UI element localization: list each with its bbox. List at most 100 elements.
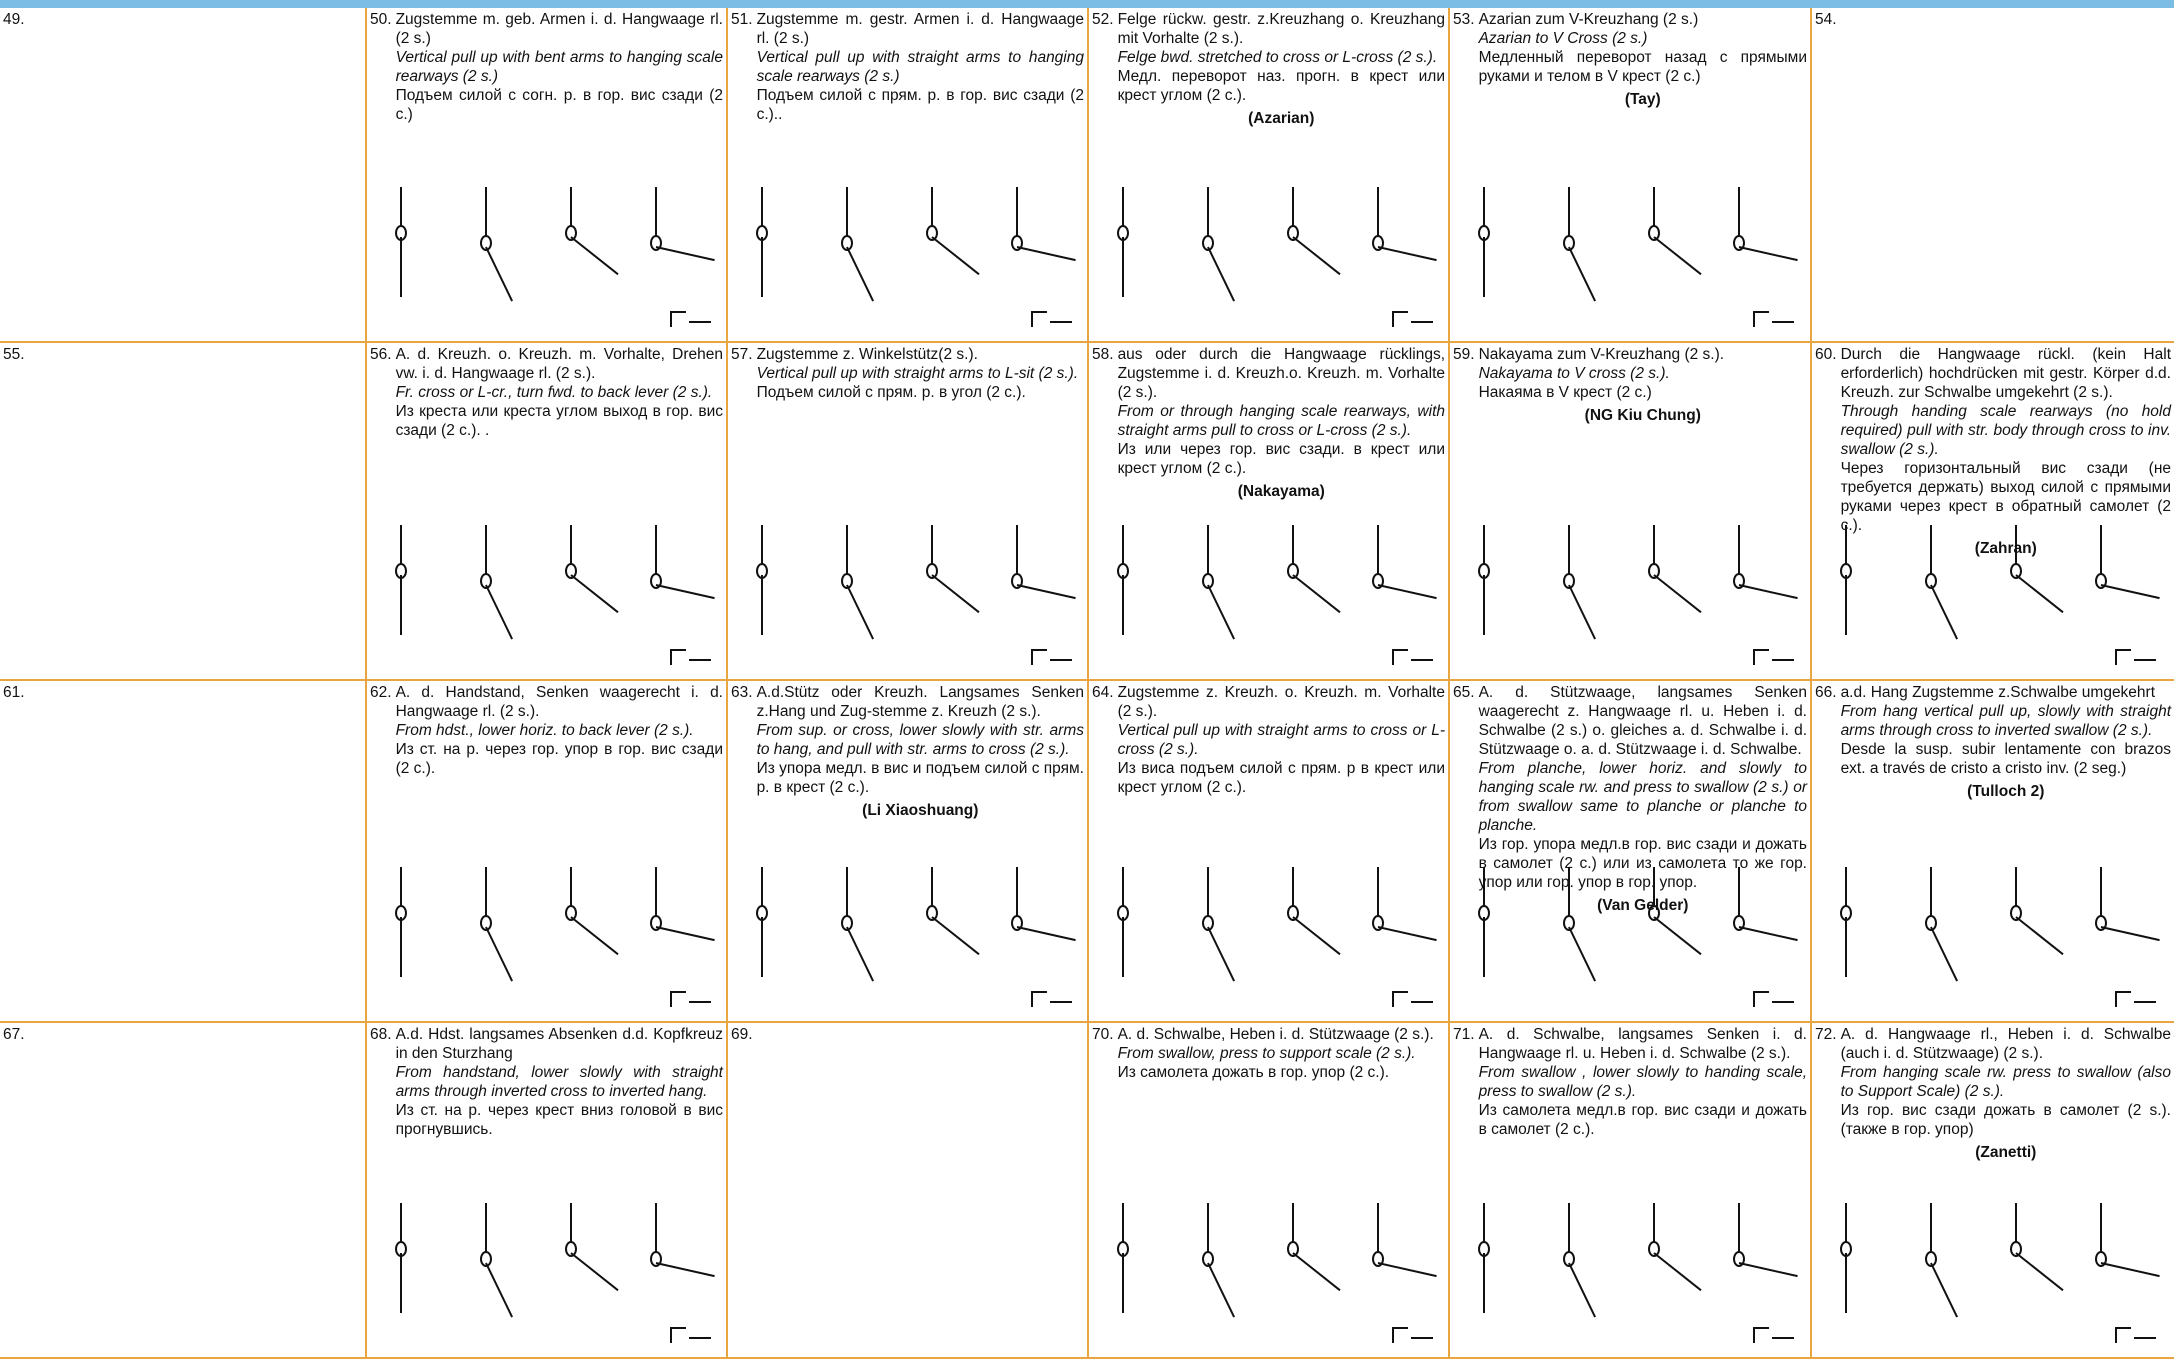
element-illustration [1117, 525, 1437, 665]
element-number: 58. [1092, 346, 1114, 363]
element-cell: 66. a.d. Hang Zugstemme z.Schwalbe umgeke… [1812, 681, 2174, 1023]
russian-text: Из упора медл. в вис и подъем силой с пр… [756, 760, 1084, 796]
element-cell: 63. A.d.Stütz oder Kreuzh. Langsames Senk… [728, 681, 1089, 1023]
gymnast-name: (Li Xiaoshuang) [862, 802, 979, 819]
element-number: 65. [1453, 684, 1475, 701]
element-illustration [1478, 187, 1798, 327]
english-text: From swallow, press to support scale (2 … [1117, 1045, 1416, 1062]
english-text: Through handing scale rearways (no hold … [1840, 403, 2171, 458]
cell-header: 57. Zugstemme z. Winkelstütz(2 s.). Vertic… [731, 345, 1084, 402]
element-text: A. d. Handstand, Senken waagerecht i. d.… [396, 683, 723, 778]
element-cell: 52. Felge rückw. gestr. z.Kreuzhang o. Kr… [1089, 8, 1450, 343]
russian-text: Медленный переворот назад с прямыми рука… [1478, 49, 1807, 85]
gymnast-name: (Zahran) [1974, 540, 2037, 557]
element-illustration [395, 1203, 715, 1343]
element-text: A. d. Kreuzh. o. Kreuzh. m. Vorhalte, Dr… [396, 345, 723, 440]
cell-header: 53. Azarian zum V-Kreuzhang (2 s.) Azarian… [1453, 10, 1807, 109]
element-cell: 71. A. d. Schwalbe, langsames Senken i. d… [1450, 1023, 1812, 1359]
english-text: Azarian to V Cross (2 s.) [1478, 30, 1648, 47]
element-text: A. d. Stützwaage, langsames Senken waage… [1479, 683, 1807, 915]
cell-header: 71. A. d. Schwalbe, langsames Senken i. d… [1453, 1025, 1807, 1139]
element-cell: 58. aus oder durch die Hangwaage rückling… [1089, 343, 1450, 681]
german-text: Azarian zum V-Kreuzhang (2 s.) [1478, 11, 1699, 28]
russian-text: Через горизонтальный вис сзади (не требу… [1840, 460, 2171, 534]
cell-header: 54. [1815, 10, 2171, 29]
cell-header: 63. A.d.Stütz oder Kreuzh. Langsames Senk… [731, 683, 1084, 820]
element-cell: 54. [1812, 8, 2174, 343]
element-cell: 53. Azarian zum V-Kreuzhang (2 s.) Azarian… [1450, 8, 1812, 343]
element-number: 67. [3, 1026, 25, 1043]
element-number: 63. [731, 684, 753, 701]
english-text: Vertical pull up with straight arms to L… [756, 365, 1079, 382]
german-text: Nakayama zum V-Kreuzhang (2 s.). [1478, 346, 1725, 363]
element-text [29, 10, 362, 29]
cell-header: 69. [731, 1025, 1084, 1044]
element-number: 56. [370, 346, 392, 363]
cell-header: 70. A. d. Schwalbe, Heben i. d. Stützwaag… [1092, 1025, 1445, 1082]
english-text: Vertical pull up with straight arms to c… [1117, 722, 1445, 758]
english-text: From handstand, lower slowly with straig… [395, 1064, 723, 1100]
element-cell: 72. A. d. Hangwaage rl., Heben i. d. Schw… [1812, 1023, 2174, 1359]
element-illustration [756, 187, 1076, 327]
german-text: A. d. Kreuzh. o. Kreuzh. m. Vorhalte, Dr… [395, 346, 723, 382]
element-illustration [1117, 1203, 1437, 1343]
gymnast-name: (Tay) [1624, 91, 1661, 108]
element-cell: 57. Zugstemme z. Winkelstütz(2 s.). Vertic… [728, 343, 1089, 681]
element-cell: 56. A. d. Kreuzh. o. Kreuzh. m. Vorhalte,… [367, 343, 728, 681]
german-text: A. d. Schwalbe, Heben i. d. Stützwaage (… [1117, 1026, 1434, 1043]
element-number: 66. [1815, 684, 1837, 701]
element-illustration [756, 525, 1076, 665]
russian-text: Из ст. на р. через гор. упор в гор. вис … [395, 741, 723, 777]
element-cell: 60. Durch die Hangwaage rückl. (kein Halt… [1812, 343, 2174, 681]
element-number: 62. [370, 684, 392, 701]
element-text: Durch die Hangwaage rückl. (kein Halt er… [1841, 345, 2171, 558]
element-text [29, 345, 362, 364]
gymnast-name: (NG Kiu Chung) [1584, 407, 1701, 424]
element-number: 59. [1453, 346, 1475, 363]
element-cell: 55. [0, 343, 367, 681]
german-text: A. d. Schwalbe, langsames Senken i. d. H… [1478, 1026, 1807, 1062]
element-illustration [1840, 1203, 2160, 1343]
element-number: 72. [1815, 1026, 1837, 1043]
element-cell: 68. A.d. Hdst. langsames Absenken d.d. Ko… [367, 1023, 728, 1359]
element-number: 68. [370, 1026, 392, 1043]
spanish-text: Desde la susp. subir lentamente con braz… [1840, 741, 2171, 777]
german-text: A. d. Handstand, Senken waagerecht i. d.… [395, 684, 723, 720]
element-illustration [395, 525, 715, 665]
element-number: 49. [3, 11, 25, 28]
element-cell: 69. [728, 1023, 1089, 1359]
element-cell: 61. [0, 681, 367, 1023]
element-illustration [395, 187, 715, 327]
russian-text: Медл. переворот наз. прогн. в крест или … [1117, 68, 1445, 104]
german-text: a.d. Hang Zugstemme z.Schwalbe umgekehrt [1840, 684, 2156, 701]
english-text: From or through hanging scale rearways, … [1117, 403, 1445, 439]
element-number: 55. [3, 346, 25, 363]
element-text: A.d.Stütz oder Kreuzh. Langsames Senken … [757, 683, 1084, 820]
element-illustration [395, 867, 715, 1007]
cell-header: 65. A. d. Stützwaage, langsames Senken wa… [1453, 683, 1807, 915]
gymnast-name: (Van Gelder) [1597, 897, 1689, 914]
element-cell: 64. Zugstemme z. Kreuzh. o. Kreuzh. m. Vo… [1089, 681, 1450, 1023]
german-text: Zugstemme z. Kreuzh. o. Kreuzh. m. Vorha… [1117, 684, 1445, 720]
element-cell: 49. [0, 8, 367, 343]
russian-text: Из гор. упора медл.в гор. вис сзади и до… [1478, 836, 1807, 891]
element-text: Zugstemme m. geb. Armen i. d. Hangwaage … [396, 10, 723, 124]
element-illustration [1117, 187, 1437, 327]
cell-header: 59. Nakayama zum V-Kreuzhang (2 s.). Nakay… [1453, 345, 1807, 425]
english-text: From hanging scale rw. press to swallow … [1840, 1064, 2171, 1100]
element-text: Nakayama zum V-Kreuzhang (2 s.). Nakayama… [1479, 345, 1807, 425]
cell-header: 58. aus oder durch die Hangwaage rückling… [1092, 345, 1445, 501]
cell-header: 51. Zugstemme m. gestr. Armen i. d. Hangw… [731, 10, 1084, 124]
cell-header: 52. Felge rückw. gestr. z.Kreuzhang o. Kr… [1092, 10, 1445, 128]
cell-header: 49. [3, 10, 362, 29]
element-text: a.d. Hang Zugstemme z.Schwalbe umgekehrt… [1841, 683, 2171, 801]
element-text: aus oder durch die Hangwaage rücklings, … [1118, 345, 1445, 501]
english-text: From sup. or cross, lower slowly with st… [756, 722, 1084, 758]
cell-header: 72. A. d. Hangwaage rl., Heben i. d. Schw… [1815, 1025, 2171, 1162]
cell-header: 62. A. d. Handstand, Senken waagerecht i.… [370, 683, 723, 778]
cell-header: 60. Durch die Hangwaage rückl. (kein Halt… [1815, 345, 2171, 558]
english-text: Vertical pull up with bent arms to hangi… [395, 49, 723, 85]
element-text: A. d. Schwalbe, Heben i. d. Stützwaage (… [1118, 1025, 1445, 1082]
element-illustration [1478, 1203, 1798, 1343]
